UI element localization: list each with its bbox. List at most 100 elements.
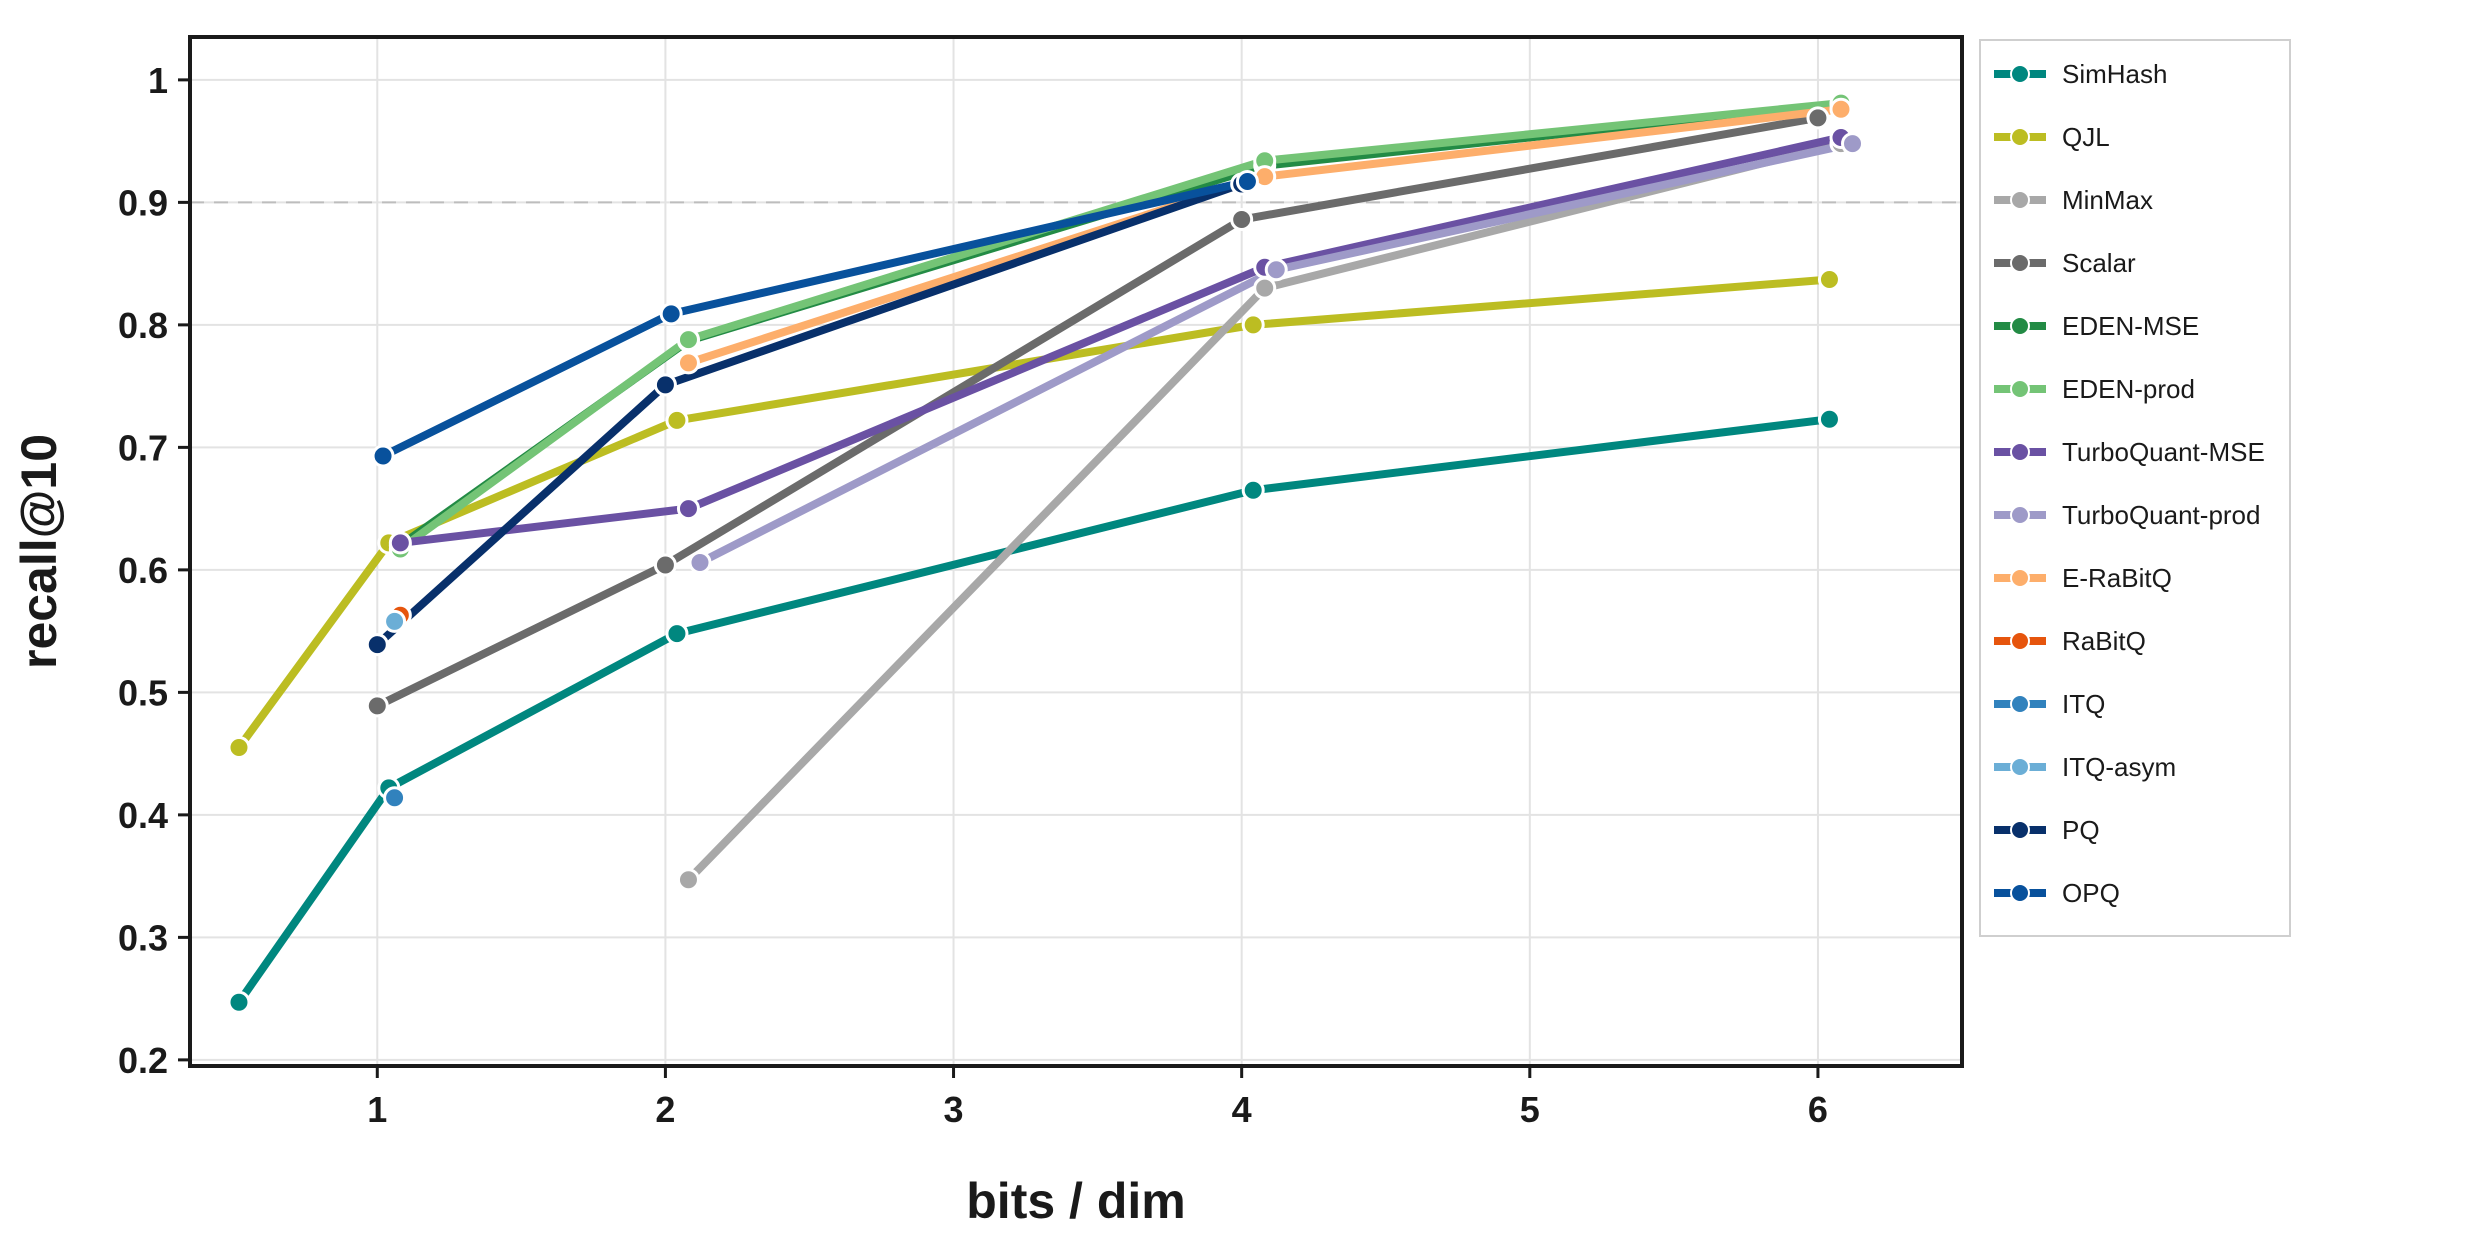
series-line-qjl [234, 275, 1834, 752]
grid-lines [190, 37, 1962, 1066]
legend-swatch-marker [2010, 694, 2030, 714]
y-tick-label: 0.4 [118, 795, 168, 836]
axis-ticks: 1 2 3 4 5 6 0.2 0.3 0.4 0.5 0.6 0.7 0.8 0.9 1 [118, 60, 1828, 1130]
legend-label: QJL [2062, 122, 2110, 152]
x-axis-title: bits / dim [966, 1173, 1185, 1229]
legend-item-itq: ITQ [1994, 689, 2105, 719]
legend-item-scalar: Scalar [1994, 248, 2136, 278]
legend-item-qjl: QJL [1994, 122, 2110, 152]
data-point-simhash [665, 622, 689, 646]
x-tick-label: 2 [655, 1089, 675, 1130]
legend-label: OPQ [2062, 878, 2120, 908]
series-lines [234, 99, 1857, 1007]
data-point-scalar [1806, 106, 1830, 130]
data-point-qjl [665, 408, 689, 432]
legend-item-eden-prod: EDEN-prod [1994, 374, 2195, 404]
x-tick-label: 6 [1808, 1089, 1828, 1130]
data-point-eden-prod [676, 328, 700, 352]
data-point-e-rabitq [1829, 97, 1853, 121]
legend-swatch-marker [2010, 442, 2030, 462]
y-tick-label: 0.6 [118, 550, 168, 591]
legend-swatch-marker [2010, 505, 2030, 525]
legend-label: SimHash [2062, 59, 2167, 89]
legend-item-turboquant-prod: TurboQuant-prod [1994, 500, 2260, 530]
y-axis-title: recall@10 [11, 434, 67, 669]
x-tick-label: 5 [1520, 1089, 1540, 1130]
data-point-simhash [1817, 407, 1841, 431]
legend-label: Scalar [2062, 248, 2136, 278]
legend-item-rabitq: RaBitQ [1994, 626, 2146, 656]
legend-item-simhash: SimHash [1994, 59, 2167, 89]
series-line-minmax [684, 139, 1845, 884]
plot-frame [188, 35, 1964, 1068]
series-line-scalar [373, 113, 1822, 710]
legend-label: E-RaBitQ [2062, 563, 2172, 593]
data-point-itq-asym [383, 609, 407, 633]
legend-label: TurboQuant-prod [2062, 500, 2260, 530]
y-tick-label: 0.8 [118, 305, 168, 346]
legend-label: ITQ [2062, 689, 2105, 719]
data-point-opq [659, 302, 683, 326]
legend-item-opq: OPQ [1994, 878, 2120, 908]
data-point-opq [1235, 170, 1259, 194]
legend-swatch-marker [2010, 64, 2030, 84]
legend-swatch-marker [2010, 253, 2030, 273]
legend-item-pq: PQ [1994, 815, 2100, 845]
x-tick-label: 4 [1232, 1089, 1252, 1130]
legend-label: ITQ-asym [2062, 752, 2176, 782]
legend-item-minmax: MinMax [1994, 185, 2153, 215]
legend-item-itq-asym: ITQ-asym [1994, 752, 2176, 782]
y-tick-label: 0.7 [118, 427, 168, 468]
data-point-scalar [1230, 208, 1254, 232]
data-point-pq [653, 373, 677, 397]
series-line-turboquant-mse [396, 133, 1845, 547]
legend-item-eden-mse: EDEN-MSE [1994, 311, 2199, 341]
data-point-simhash [1241, 478, 1265, 502]
data-point-turboquant-mse [388, 531, 412, 555]
data-point-qjl [1817, 268, 1841, 292]
legend-swatch-marker [2010, 379, 2030, 399]
data-point-opq [371, 444, 395, 468]
y-tick-label: 0.3 [118, 917, 168, 958]
x-tick-label: 3 [944, 1089, 964, 1130]
legend-item-e-rabitq: E-RaBitQ [1994, 563, 2172, 593]
legend-label: PQ [2062, 815, 2100, 845]
y-tick-label: 0.5 [118, 672, 168, 713]
data-point-qjl [1241, 313, 1265, 337]
series-line-pq [373, 180, 1246, 649]
data-point-turboquant-prod [1264, 258, 1288, 282]
legend: SimHash QJL MinMax Scalar EDEN-MSE EDEN-prod T… [1979, 39, 2291, 937]
data-point-turboquant-prod [1841, 132, 1865, 156]
y-tick-label: 0.9 [118, 182, 168, 223]
x-tick-label: 1 [367, 1089, 387, 1130]
legend-label: MinMax [2062, 185, 2153, 215]
legend-label: EDEN-MSE [2062, 311, 2199, 341]
legend-swatch-marker [2010, 820, 2030, 840]
legend-label: TurboQuant-MSE [2062, 437, 2265, 467]
data-point-itq [383, 786, 407, 810]
series-line-turboquant-prod [695, 139, 1857, 567]
legend-label: RaBitQ [2062, 626, 2146, 656]
data-point-scalar [653, 553, 677, 577]
legend-item-turboquant-mse: TurboQuant-MSE [1994, 437, 2265, 467]
data-point-minmax [676, 868, 700, 892]
data-point-e-rabitq [676, 351, 700, 375]
series-line-eden-prod [396, 99, 1845, 554]
data-point-qjl [227, 736, 251, 759]
legend-swatch-marker [2010, 883, 2030, 903]
legend-swatch-marker [2010, 757, 2030, 777]
data-point-scalar [365, 694, 389, 718]
legend-swatch-marker [2010, 568, 2030, 588]
legend-box [1979, 39, 2291, 937]
legend-swatch-marker [2010, 316, 2030, 336]
data-point-turboquant-prod [688, 551, 712, 575]
legend-swatch-marker [2010, 190, 2030, 210]
data-point-pq [365, 633, 389, 657]
y-tick-label: 1 [148, 60, 168, 101]
legend-swatch-marker [2010, 631, 2030, 651]
legend-label: EDEN-prod [2062, 374, 2195, 404]
series-markers [227, 91, 1865, 1014]
legend-swatch-marker [2010, 127, 2030, 147]
y-tick-label: 0.2 [118, 1040, 168, 1081]
